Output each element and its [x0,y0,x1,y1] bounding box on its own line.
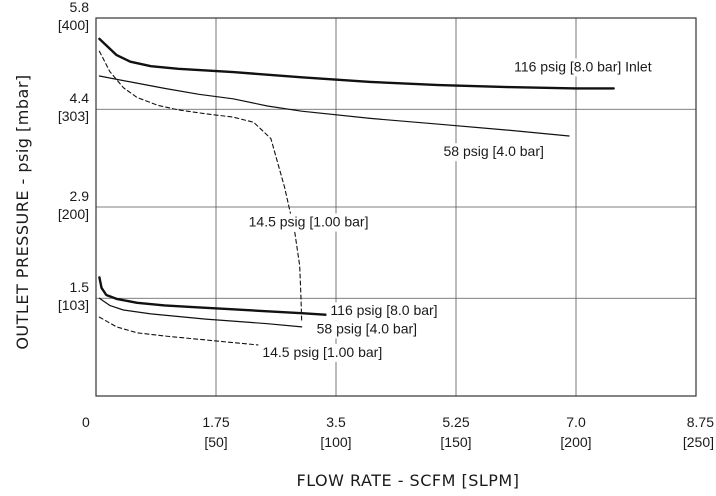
x-tick-sublabel: [200] [560,434,591,450]
y-tick-label: 2.9 [70,188,90,204]
x-axis-title: FLOW RATE - SCFM [SLPM] [297,471,520,490]
x-tick-sublabel: [50] [204,434,227,450]
y-tick-sublabel: [200] [58,206,89,222]
series-line [98,50,303,323]
x-tick-label: 1.75 [202,414,229,430]
y-tick-label: 5.8 [70,0,90,15]
series-label-bg [510,58,656,77]
series-label-bg [312,320,422,339]
series-label: 116 psig [8.0 bar] Inlet [514,58,652,74]
x-axis-ticks: 0 1.75 [50] 3.5 [100] 5.25 [150] 7.0 [200] 8.75 [2… [82,414,714,450]
series-label-bg [258,343,387,362]
y-axis-ticks: 1.5 [103] 2.9 [200] 4.4 [303] 5.8 [400] [58,0,89,313]
series-line [98,37,615,90]
x-tick-label: 3.5 [326,414,346,430]
x-tick-label: 5.25 [442,414,469,430]
series-label: 116 psig [8.0 bar] [330,302,437,318]
y-axis-title: OUTLET PRESSURE - psig [mbar] [13,74,32,349]
y-tick-sublabel: [400] [58,17,89,33]
series-label: 58 psig [4.0 bar] [444,143,544,159]
series-label: 14.5 psig [1.00 bar] [249,214,369,230]
series-line [98,297,303,328]
x-tick-sublabel: [150] [440,434,471,450]
y-tick-sublabel: [303] [58,108,89,124]
x-tick-label: 0 [82,414,90,430]
series-label-bg [439,143,548,162]
series-annotations: 116 psig [8.0 bar] Inlet 58 psig [4.0 bar… [244,58,656,362]
series-label-bg [326,302,442,321]
y-tick-label: 1.5 [70,279,90,295]
y-tick-label: 4.4 [70,90,90,106]
x-tick-label: 7.0 [566,414,586,430]
x-tick-sublabel: [250] [683,434,714,450]
series-label: 58 psig [4.0 bar] [317,320,417,336]
series-label-bg [244,213,373,232]
series-line [98,276,334,317]
x-tick-sublabel: [100] [320,434,351,450]
series-line [98,75,570,137]
series-layer [98,37,615,347]
series-label: 14.5 psig [1.00 bar] [262,344,382,360]
plot-frame [95,17,697,397]
y-tick-sublabel: [103] [58,297,89,313]
x-tick-label: 8.75 [687,414,714,430]
